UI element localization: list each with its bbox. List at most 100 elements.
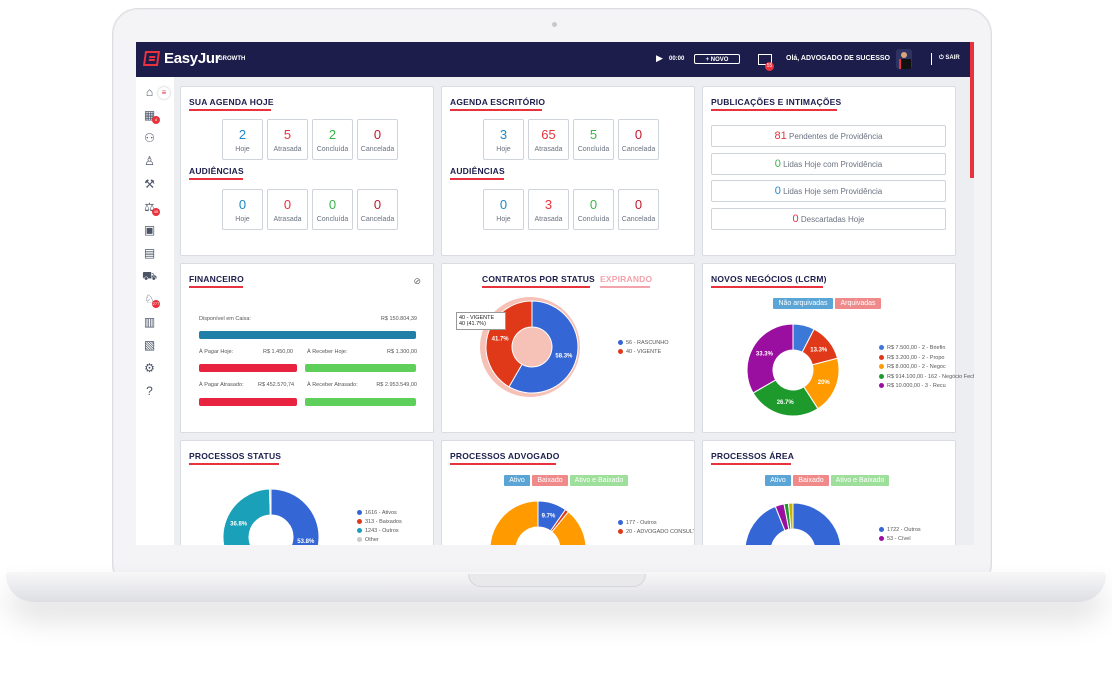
logout-button[interactable]: ⏻ SAIR bbox=[939, 55, 960, 62]
stat-value: 3 bbox=[544, 197, 553, 212]
menu-toggle-icon[interactable]: ≡ bbox=[158, 87, 170, 99]
pie-slice[interactable] bbox=[260, 488, 320, 545]
pie-slice[interactable] bbox=[508, 300, 579, 394]
legend-item[interactable]: 20 - ADVOGADO CONSULTIVO bbox=[618, 529, 694, 535]
stat-box-cancelada[interactable]: 0 Cancelada bbox=[618, 189, 659, 230]
legend-item[interactable]: R$ 7.500,00 - 2 - Briefin bbox=[879, 345, 945, 351]
processos-status-card: PROCESSOS STATUS 53.8% 36.8% 1616 - Ativo… bbox=[180, 440, 434, 545]
chip-nao-arquivadas[interactable]: Não arquivadas bbox=[773, 298, 833, 309]
piggy-bank-icon[interactable]: ♘ bbox=[144, 292, 155, 306]
publicacao-row[interactable]: 0 Lidas Hoje sem Providência bbox=[711, 180, 946, 202]
legend-item[interactable]: R$ 8.000,00 - 2 - Negoc bbox=[879, 364, 946, 370]
legend-item[interactable]: 313 - Baixados bbox=[357, 519, 402, 525]
stat-box-hoje[interactable]: 2 Hoje bbox=[222, 119, 263, 160]
legend-item[interactable]: Other bbox=[357, 537, 379, 543]
pagar-atrasado-label: À Pagar Atrasado: bbox=[199, 382, 244, 388]
pie-slice[interactable] bbox=[268, 488, 272, 516]
legend-item[interactable]: 177 - Outros bbox=[618, 520, 657, 526]
tab-expirando[interactable]: EXPIRANDO bbox=[600, 274, 653, 284]
stat-value: 0 bbox=[499, 197, 508, 212]
stat-box-atrasada[interactable]: 65 Atrasada bbox=[528, 119, 569, 160]
disponivel-value: R$ 150.804,39 bbox=[380, 316, 417, 322]
stat-label: Hoje bbox=[235, 216, 250, 223]
legend-item[interactable]: R$ 3.200,00 - 2 - Propo bbox=[879, 355, 944, 361]
stat-box-cancelada[interactable]: 0 Cancelada bbox=[618, 119, 659, 160]
stat-box-atrasada[interactable]: 5 Atrasada bbox=[267, 119, 308, 160]
stat-value: 0 bbox=[634, 127, 643, 142]
processos-advogado-card: PROCESSOS ADVOGADO Ativo Baixado Ativo e… bbox=[441, 440, 695, 545]
title-underline bbox=[711, 109, 837, 111]
stat-box-concluda[interactable]: 2 Concluída bbox=[312, 119, 353, 160]
stat-box-atrasada[interactable]: 0 Atrasada bbox=[267, 189, 308, 230]
publicacao-row[interactable]: 0 Lidas Hoje com Providência bbox=[711, 152, 946, 175]
play-icon[interactable]: ▶ bbox=[656, 53, 663, 63]
title-underline bbox=[189, 286, 243, 288]
chip-baixado[interactable]: Baixado bbox=[532, 475, 568, 486]
cart-icon[interactable]: ⛟ bbox=[142, 269, 158, 283]
publicacao-row[interactable]: 81 Pendentes de Providência bbox=[711, 125, 946, 147]
gear-icon[interactable]: ⚙ bbox=[144, 361, 155, 375]
processos-area-chart bbox=[744, 502, 842, 545]
chip-baixado[interactable]: Baixado bbox=[793, 475, 829, 486]
scales-icon[interactable]: ⚖ bbox=[144, 200, 155, 214]
stat-box-concluda[interactable]: 0 Concluída bbox=[573, 189, 614, 230]
tab-contratos-status[interactable]: CONTRATOS POR STATUS bbox=[482, 274, 595, 284]
avatar[interactable] bbox=[896, 49, 912, 69]
legend-item[interactable]: 1243 - Outros bbox=[357, 528, 399, 534]
sidebar: ≡ ⌂ ▦ 4 ⚇ ♙ ⚒ ⚖ 45 ▣ ▤ ⛟ ♘ 277 ▥ ▧ ⚙? bbox=[136, 77, 174, 545]
legend-item[interactable]: 40 - VIGENTE bbox=[618, 349, 661, 355]
card-title: PROCESSOS ÁREA bbox=[711, 451, 795, 461]
app-logo[interactable]: EasyJur bbox=[164, 50, 221, 67]
stat-value: 0 bbox=[238, 197, 247, 212]
chip-ativo[interactable]: Ativo bbox=[504, 475, 530, 486]
stat-box-hoje[interactable]: 0 Hoje bbox=[222, 189, 263, 230]
pie-slice[interactable] bbox=[744, 502, 842, 545]
stat-box-hoje[interactable]: 0 Hoje bbox=[483, 189, 524, 230]
gavel-icon[interactable]: ⚒ bbox=[144, 177, 155, 191]
pie-slice[interactable] bbox=[222, 488, 271, 545]
chip-ativo-e-baixado[interactable]: Ativo e Baixado bbox=[570, 475, 628, 486]
calendar-icon[interactable]: ▦ bbox=[143, 108, 156, 122]
help-icon[interactable]: ? bbox=[146, 384, 153, 398]
pie-slice[interactable] bbox=[489, 500, 587, 545]
legend-label: R$ 8.000,00 - 2 - Negoc bbox=[887, 364, 946, 370]
legend-item[interactable]: 1722 - Outros bbox=[879, 527, 921, 533]
legend-item[interactable]: R$ 914.100,00 - 162 - Negócio Fechado bbox=[879, 374, 974, 380]
legend-item[interactable]: 1616 - Ativos bbox=[357, 510, 397, 516]
scrollbar[interactable] bbox=[970, 42, 974, 178]
lawyer-icon[interactable]: ♙ bbox=[144, 154, 155, 168]
stat-label: Cancelada bbox=[360, 146, 395, 153]
stat-label: Concluída bbox=[316, 146, 349, 153]
presentation-icon[interactable]: ▥ bbox=[143, 315, 156, 329]
stat-box-cancelada[interactable]: 0 Cancelada bbox=[357, 119, 398, 160]
receber-hoje-label: À Receber Hoje: bbox=[307, 349, 348, 355]
publicacao-row[interactable]: 0 Descartadas Hoje bbox=[711, 207, 946, 230]
document-icon[interactable]: ▤ bbox=[143, 246, 156, 260]
reports-icon[interactable]: ▧ bbox=[143, 338, 156, 352]
stat-box-concluda[interactable]: 0 Concluída bbox=[312, 189, 353, 230]
agenda-hoje-card: SUA AGENDA HOJE 2 Hoje 5 Atrasada 2 Concluída… bbox=[180, 86, 434, 256]
stat-box-cancelada[interactable]: 0 Cancelada bbox=[357, 189, 398, 230]
chip-ativo-e-baixado[interactable]: Ativo e Baixado bbox=[831, 475, 889, 486]
pie-slice[interactable] bbox=[752, 379, 819, 417]
title-underline bbox=[600, 286, 650, 288]
slice-label: 9.7% bbox=[542, 514, 556, 520]
chip-ativo[interactable]: Ativo bbox=[765, 475, 791, 486]
stat-box-concluda[interactable]: 5 Concluída bbox=[573, 119, 614, 160]
stat-label: Atrasada bbox=[534, 146, 563, 153]
legend-item[interactable]: 56 - RASCUNHO bbox=[618, 340, 668, 346]
hide-values-icon[interactable]: ⊘ bbox=[413, 276, 421, 286]
pie-slice[interactable] bbox=[787, 502, 794, 530]
home-icon[interactable]: ⌂ bbox=[145, 85, 154, 99]
briefcase-icon[interactable]: ▣ bbox=[143, 223, 156, 237]
legend-item[interactable]: R$ 10.000,00 - 3 - Recu bbox=[879, 383, 946, 389]
publicacoes-card: PUBLICAÇÕES E INTIMAÇÕES 81 Pendentes de… bbox=[702, 86, 956, 256]
legend-item[interactable]: 53 - Cível bbox=[879, 536, 911, 542]
stat-box-hoje[interactable]: 3 Hoje bbox=[483, 119, 524, 160]
new-button[interactable]: + NOVO bbox=[694, 54, 740, 64]
pie-slice[interactable] bbox=[746, 323, 794, 394]
clients-icon[interactable]: ⚇ bbox=[144, 131, 155, 145]
chip-arquivadas[interactable]: Arquivadas bbox=[835, 298, 881, 309]
stat-box-atrasada[interactable]: 3 Atrasada bbox=[528, 189, 569, 230]
app-screen: EasyJur GROWTH ▶ 00:00 + NOVO 55 Olá, AD… bbox=[136, 42, 974, 545]
